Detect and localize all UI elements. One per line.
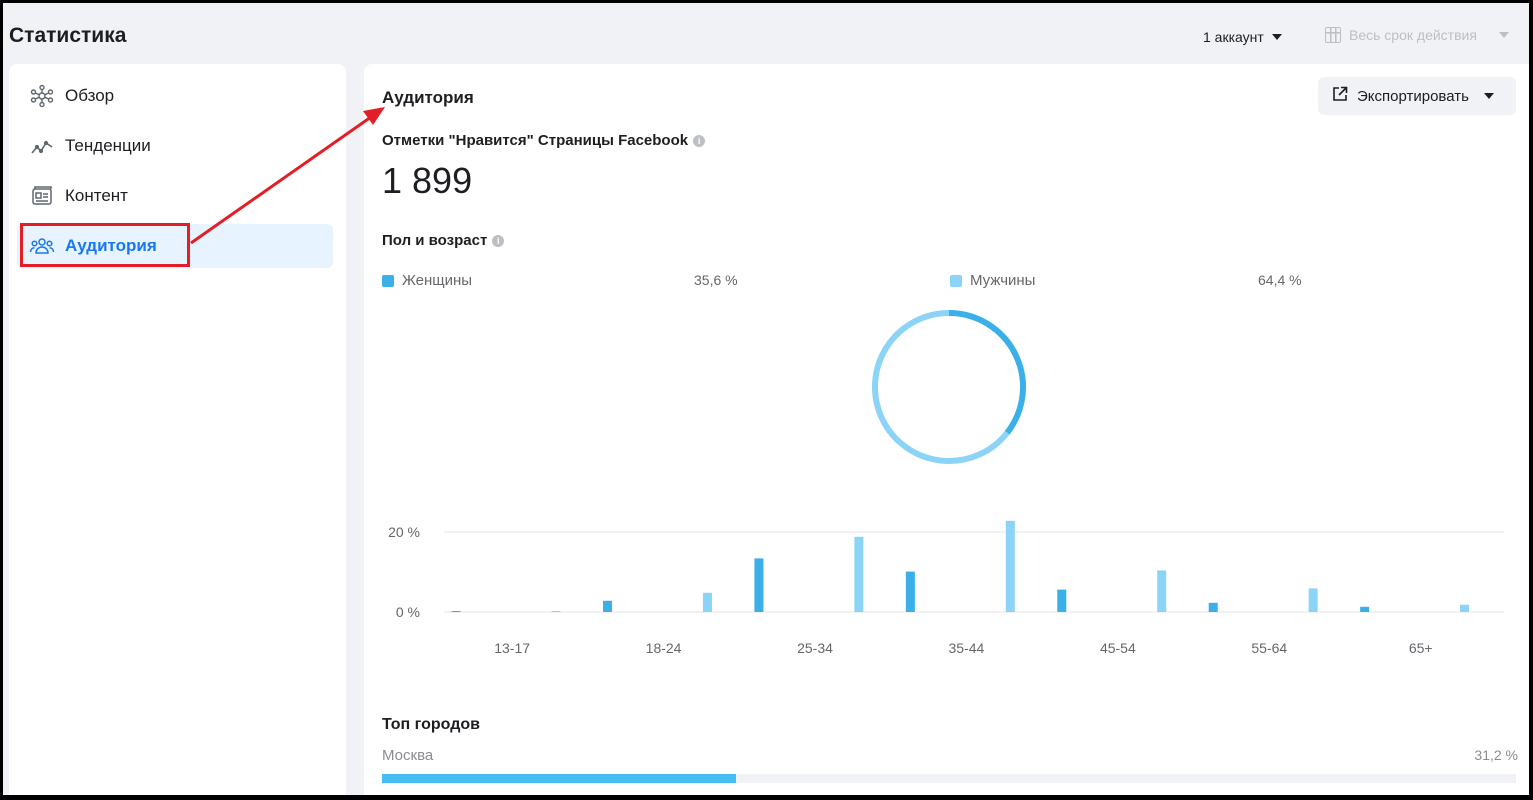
sidebar-item-label: Контент — [65, 186, 128, 205]
top-bar: Статистика 1 аккаунт Весь срок действия — [3, 3, 1529, 63]
date-range-label: Весь срок действия — [1349, 27, 1477, 43]
content-icon — [29, 183, 55, 209]
age-bar-chart: 0 % 20 % 13-17 18-24 25-34 35-44 45-54 55-64 65+ — [388, 520, 1504, 656]
x-tick-label: 35-44 — [949, 640, 985, 656]
info-icon[interactable]: i — [492, 234, 505, 247]
bar-women-55-64[interactable] — [1208, 602, 1218, 612]
bar-women-35-44[interactable] — [905, 571, 915, 612]
legend-pct-women: 35,6 % — [694, 272, 738, 288]
bar-women-18-24[interactable] — [603, 600, 612, 612]
legend-swatch-women — [382, 274, 394, 287]
bar-men-55-64[interactable] — [1308, 588, 1318, 612]
bar-men-13-17[interactable] — [551, 611, 561, 612]
account-select-label: 1 аккаунт — [1203, 29, 1264, 45]
legend-women: Женщины — [382, 272, 472, 289]
gender-age-charts: 0 % 20 % 13-17 18-24 25-34 35-44 45-54 55-64 65+ — [388, 310, 1504, 656]
chevron-down-icon — [1483, 93, 1494, 99]
audience-icon — [29, 233, 55, 259]
export-label: Экспортировать — [1357, 87, 1469, 105]
section-title: Аудитория — [382, 88, 474, 107]
bar-women-25-34[interactable] — [754, 558, 764, 612]
sidebar-item-label: Тенденции — [65, 136, 151, 155]
bar-men-65+[interactable] — [1460, 604, 1470, 612]
gender-age-title: Пол и возраст i — [382, 232, 505, 249]
x-tick-label: 18-24 — [646, 640, 682, 656]
external-link-icon — [1332, 86, 1348, 106]
bar-men-18-24[interactable] — [702, 592, 712, 612]
date-range-select[interactable]: Весь срок действия — [1325, 27, 1509, 43]
calendar-icon — [1325, 27, 1341, 43]
sidebar-item-label: Обзор — [65, 86, 115, 105]
page-title: Статистика — [9, 24, 127, 47]
trends-icon — [29, 133, 55, 159]
y-tick-label: 20 % — [388, 524, 420, 540]
city-pct: 31,2 % — [1474, 747, 1518, 763]
page-likes-label-text: Отметки "Нравится" Страницы Facebook — [382, 132, 689, 149]
export-button[interactable]: Экспортировать — [1318, 77, 1516, 115]
city-name: Москва — [382, 747, 434, 764]
bar-women-65+[interactable] — [1360, 606, 1370, 612]
legend-men: Мужчины — [950, 272, 1035, 289]
legend-label-women: Женщины — [402, 272, 473, 289]
gender-donut-chart — [872, 310, 1026, 464]
overview-icon — [29, 83, 55, 109]
chevron-down-icon — [1271, 34, 1282, 40]
audience-panel: Аудитория Экспортировать Отметки "Нравит… — [364, 64, 1529, 795]
x-tick-label: 45-54 — [1100, 640, 1136, 656]
bar-women-45-54[interactable] — [1057, 589, 1067, 612]
bar-men-45-54[interactable] — [1157, 570, 1167, 612]
bar-men-35-44[interactable] — [1005, 520, 1015, 612]
sidebar-item-overview[interactable]: Обзор — [17, 74, 333, 118]
legend-pct-men: 64,4 % — [1258, 272, 1302, 288]
donut-slice-men[interactable] — [872, 310, 1010, 464]
sidebar-item-trends[interactable]: Тенденции — [17, 124, 333, 168]
info-icon[interactable]: i — [693, 134, 706, 147]
bar-women-13-17[interactable] — [451, 611, 461, 612]
city-bar-fill — [382, 774, 736, 783]
highlight-box — [20, 223, 190, 267]
chevron-down-icon — [1498, 32, 1509, 38]
app-frame: Статистика 1 аккаунт Весь срок действия … — [3, 3, 1529, 795]
city-bar — [382, 774, 1516, 783]
x-tick-label: 65+ — [1409, 640, 1433, 656]
sidebar-item-label: Аудитория — [65, 236, 157, 255]
x-tick-label: 13-17 — [494, 640, 530, 656]
account-select[interactable]: 1 аккаунт — [1203, 29, 1282, 45]
legend-label-men: Мужчины — [970, 272, 1036, 289]
gender-age-title-text: Пол и возраст — [382, 232, 488, 249]
sidebar: Обзор Тенденции Контент — [9, 64, 346, 795]
page-likes-label: Отметки "Нравится" Страницы Facebook i — [382, 132, 706, 149]
x-tick-label: 55-64 — [1251, 640, 1287, 656]
top-cities-title: Топ городов — [382, 716, 480, 733]
bar-men-25-34[interactable] — [854, 536, 864, 612]
page-likes-value: 1 899 — [382, 160, 473, 201]
donut-slice-women[interactable] — [948, 310, 1026, 435]
sidebar-item-content[interactable]: Контент — [17, 174, 333, 218]
legend-swatch-men — [950, 274, 962, 287]
y-tick-label: 0 % — [396, 604, 420, 620]
x-tick-label: 25-34 — [797, 640, 833, 656]
